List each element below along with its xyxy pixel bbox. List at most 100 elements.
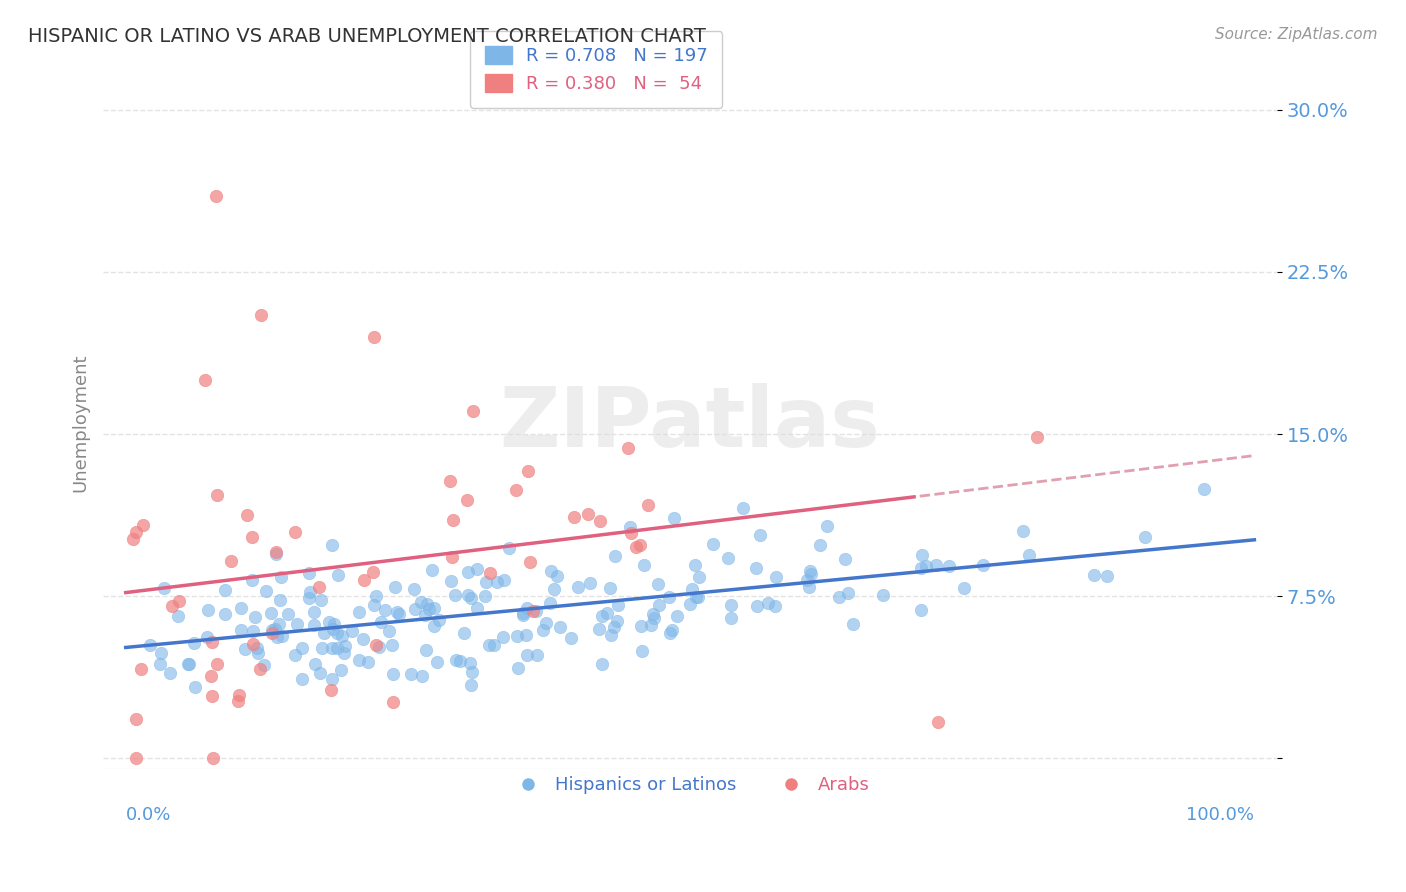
Point — [229, 600, 252, 615]
Point — [401, 666, 423, 681]
Point — [796, 573, 818, 587]
Point — [925, 558, 948, 572]
Point — [352, 632, 374, 647]
Point — [415, 643, 437, 657]
Point — [247, 646, 270, 660]
Point — [815, 519, 838, 533]
Point — [799, 580, 821, 594]
Point — [492, 573, 515, 587]
Point — [321, 682, 343, 697]
Point — [1192, 483, 1215, 497]
Point — [620, 526, 643, 541]
Point — [662, 511, 685, 525]
Point — [205, 488, 228, 502]
Point — [201, 751, 224, 765]
Point — [233, 641, 256, 656]
Point — [269, 592, 291, 607]
Point — [745, 561, 768, 575]
Point — [226, 693, 249, 707]
Text: 0.0%: 0.0% — [125, 805, 172, 823]
Point — [326, 567, 349, 582]
Point — [420, 563, 443, 577]
Point — [149, 646, 172, 660]
Point — [250, 308, 273, 322]
Point — [484, 638, 506, 652]
Point — [440, 574, 463, 589]
Point — [600, 628, 623, 642]
Point — [453, 626, 475, 640]
Text: HISPANIC OR LATINO VS ARAB UNEMPLOYMENT CORRELATION CHART: HISPANIC OR LATINO VS ARAB UNEMPLOYMENT … — [28, 27, 706, 45]
Point — [591, 609, 613, 624]
Point — [264, 547, 287, 561]
Point — [536, 616, 558, 631]
Point — [139, 638, 162, 652]
Point — [540, 564, 562, 578]
Point — [599, 582, 621, 596]
Point — [262, 623, 284, 637]
Point — [297, 591, 319, 606]
Point — [370, 615, 392, 629]
Point — [219, 554, 242, 568]
Point — [332, 629, 354, 643]
Point — [461, 665, 484, 680]
Point — [506, 629, 529, 643]
Point — [508, 661, 530, 675]
Point — [363, 598, 385, 612]
Point — [318, 615, 340, 629]
Point — [720, 598, 742, 612]
Point — [368, 640, 391, 654]
Point — [308, 666, 330, 681]
Point — [285, 617, 308, 632]
Point — [243, 610, 266, 624]
Point — [374, 603, 396, 617]
Point — [589, 514, 612, 528]
Point — [465, 601, 488, 615]
Point — [205, 657, 228, 672]
Point — [242, 637, 264, 651]
Point — [972, 558, 994, 572]
Point — [284, 524, 307, 539]
Point — [378, 624, 401, 638]
Point — [228, 688, 250, 702]
Point — [548, 620, 571, 634]
Point — [576, 507, 599, 521]
Point — [475, 574, 498, 589]
Point — [450, 654, 472, 668]
Point — [291, 640, 314, 655]
Point — [302, 605, 325, 619]
Point — [543, 582, 565, 596]
Point — [308, 580, 330, 594]
Point — [277, 607, 299, 621]
Point — [201, 635, 224, 649]
Point — [423, 619, 446, 633]
Point — [236, 508, 259, 523]
Point — [240, 530, 263, 544]
Point — [702, 536, 724, 550]
Point — [325, 626, 347, 640]
Point — [242, 624, 264, 639]
Point — [515, 628, 537, 642]
Point — [423, 600, 446, 615]
Legend: Hispanics or Latinos, Arabs: Hispanics or Latinos, Arabs — [503, 769, 877, 801]
Point — [460, 677, 482, 691]
Point — [214, 607, 236, 621]
Point — [658, 626, 681, 640]
Point — [606, 614, 628, 628]
Point — [658, 591, 681, 605]
Point — [321, 672, 343, 686]
Point — [717, 551, 740, 566]
Point — [357, 655, 380, 669]
Point — [197, 603, 219, 617]
Point — [519, 555, 541, 569]
Point — [439, 474, 461, 488]
Point — [720, 611, 742, 625]
Point — [240, 573, 263, 587]
Point — [745, 599, 768, 614]
Point — [166, 609, 188, 624]
Point — [284, 648, 307, 662]
Point — [827, 590, 849, 604]
Point — [799, 564, 821, 578]
Y-axis label: Unemployment: Unemployment — [72, 354, 89, 492]
Point — [1095, 569, 1118, 583]
Point — [312, 626, 335, 640]
